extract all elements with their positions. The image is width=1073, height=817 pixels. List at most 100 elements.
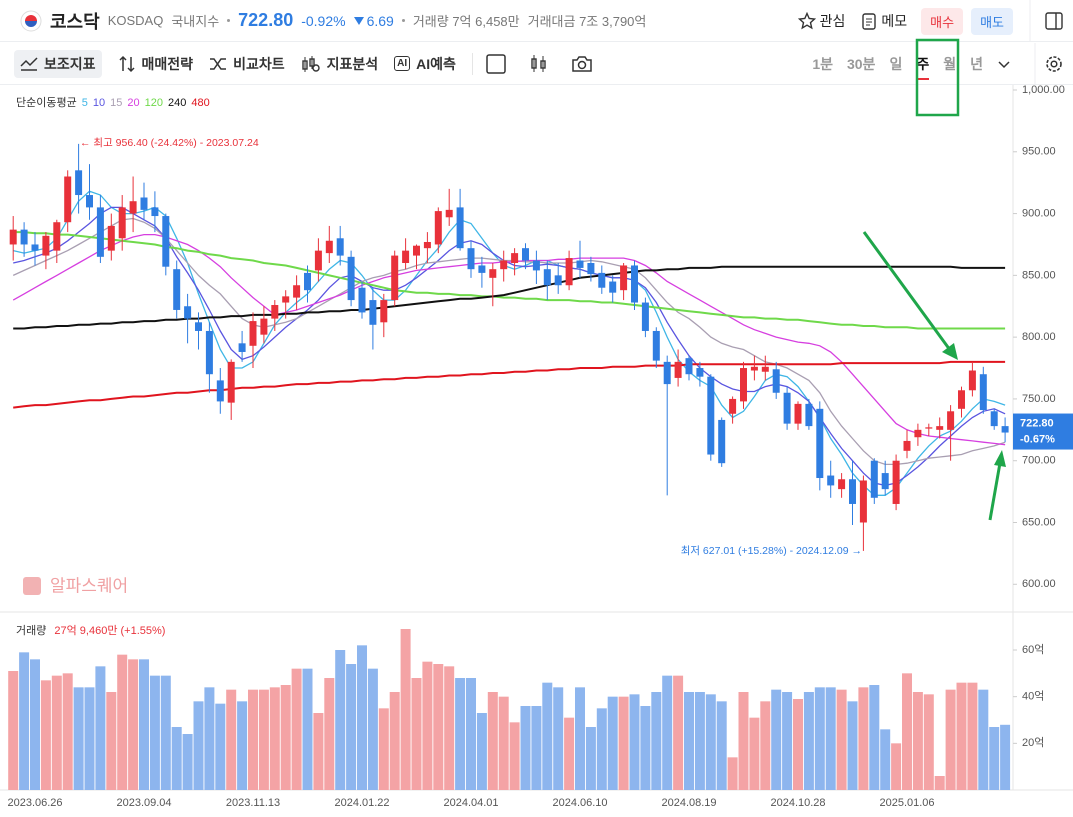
- candle-body: [707, 376, 715, 455]
- candle-body: [380, 300, 388, 323]
- volume-bar: [542, 682, 553, 790]
- candle-body: [641, 302, 649, 331]
- volume-bar: [346, 664, 357, 790]
- legend-entry: 5: [82, 97, 88, 109]
- candle-body: [620, 265, 628, 291]
- draw-box[interactable]: [471, 52, 513, 75]
- volume-bar: [204, 687, 215, 790]
- toolbar-item[interactable]: AI AI예측: [394, 54, 456, 74]
- candle-body: [151, 207, 159, 217]
- volume-bar: [945, 689, 956, 790]
- candle-body: [740, 368, 747, 402]
- volume-bar: [128, 659, 139, 790]
- y-tick-label: 700.00: [1022, 455, 1056, 467]
- volume-bar: [313, 713, 324, 790]
- candle-body: [140, 197, 148, 210]
- memo-icon[interactable]: [861, 12, 877, 30]
- legend-entry: 15: [110, 97, 122, 109]
- candle-body: [761, 366, 769, 372]
- candle-body: [402, 250, 410, 263]
- volume-bar: [978, 689, 989, 790]
- candle-body: [587, 263, 595, 275]
- y-tick-label: 40억: [1022, 690, 1044, 703]
- volume-bar: [498, 696, 509, 790]
- toolbar-item[interactable]: 지표분석: [301, 54, 379, 74]
- candle-body: [674, 361, 682, 378]
- volume-bar: [466, 678, 476, 790]
- candle-body: [838, 479, 846, 490]
- candle-body: [456, 207, 464, 249]
- candle-body: [554, 275, 562, 286]
- volume-bar: [575, 687, 585, 790]
- candle-body: [696, 368, 704, 377]
- legend-entry: 480: [191, 97, 209, 109]
- watch-button[interactable]: 관심: [819, 13, 846, 29]
- volume-bar: [302, 668, 313, 790]
- change-rate: -0.92%: [301, 12, 346, 29]
- y-tick-label: 1,000.00: [1022, 84, 1065, 96]
- watermark-icon: [23, 577, 41, 595]
- candle-body: [881, 473, 889, 490]
- candle-body: [216, 380, 224, 402]
- volume-bar: [814, 687, 825, 790]
- volume-bar: [836, 689, 847, 790]
- candle-body: [107, 225, 115, 251]
- sidebar-toggle[interactable]: [1013, 0, 1073, 42]
- toolbar-item[interactable]: 비교차트: [209, 54, 285, 74]
- candle-body: [195, 322, 202, 331]
- candle-body: [314, 250, 322, 271]
- legend-entry: 20: [127, 97, 139, 109]
- volume-bar: [760, 701, 771, 790]
- toolbar-item[interactable]: 보조지표: [14, 49, 102, 78]
- candle-body: [849, 479, 856, 504]
- volume-bar: [564, 717, 575, 790]
- price-tag-label: 722.80: [1020, 417, 1054, 429]
- star-icon[interactable]: [797, 12, 816, 30]
- price-tag-change: -0.67%: [1020, 433, 1055, 445]
- timeframe[interactable]: 30분: [846, 56, 876, 72]
- volume-bar: [51, 675, 62, 790]
- candle-type[interactable]: [529, 54, 555, 74]
- volume-bar: [367, 668, 378, 790]
- volume-bar: [171, 727, 182, 790]
- volume-bar: [825, 687, 836, 790]
- y-tick-label: 750.00: [1022, 393, 1056, 405]
- volume-bar: [160, 675, 171, 790]
- timeframe[interactable]: 일: [889, 56, 903, 72]
- candle-body: [576, 260, 584, 268]
- price-tag: [1013, 413, 1073, 450]
- volume-bar: [869, 685, 880, 790]
- candle-body: [609, 281, 617, 293]
- memo-button[interactable]: 메모: [881, 13, 908, 29]
- volume-bar: [694, 692, 705, 790]
- candle-body: [260, 318, 268, 335]
- volume-bar: [596, 708, 607, 790]
- candle-body: [336, 238, 344, 256]
- candle-body: [434, 211, 442, 245]
- sell-button[interactable]: 매도: [971, 7, 1013, 35]
- candle-body: [783, 392, 791, 424]
- volume-bar: [902, 673, 912, 790]
- volume-bar: [193, 701, 204, 790]
- box-icon: [486, 53, 506, 74]
- candle-body: [478, 265, 486, 273]
- volume-bar: [389, 692, 400, 790]
- volume-bar: [182, 734, 193, 790]
- volume: 거래량 7억 6,458만: [412, 14, 520, 29]
- separator: [227, 19, 231, 22]
- volume-bar: [149, 675, 160, 790]
- candle-body: [543, 269, 551, 286]
- timeframe[interactable]: 1분: [812, 56, 833, 72]
- candle-body: [794, 403, 802, 424]
- candle-body: [20, 229, 28, 245]
- buy-button[interactable]: 매수: [921, 7, 964, 35]
- timeframe[interactable]: 년: [970, 56, 983, 72]
- toolbar-label: 지표분석: [326, 55, 379, 72]
- chevron[interactable]: [997, 57, 1011, 71]
- annotation: 최저 627.01 (+15.28%) - 2024.12.09 →: [681, 545, 862, 557]
- candle-icon: [531, 54, 546, 72]
- toolbar-item[interactable]: 매매전략: [118, 54, 193, 74]
- settings[interactable]: [1025, 43, 1073, 85]
- candle-body: [31, 244, 39, 251]
- capture[interactable]: [571, 54, 599, 74]
